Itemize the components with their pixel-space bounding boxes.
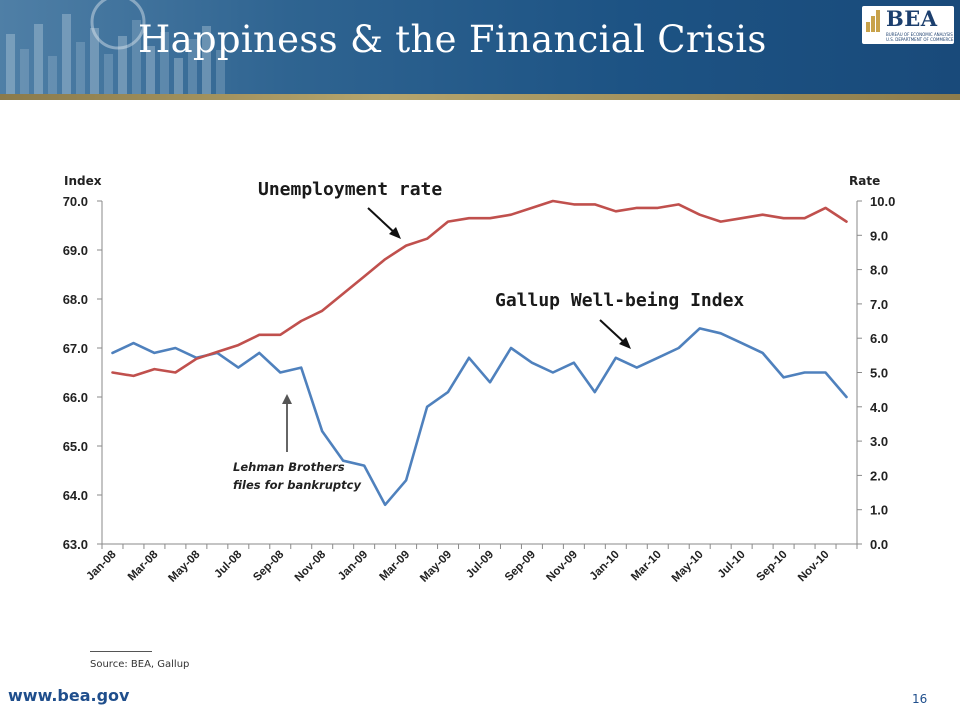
label-unemployment: Unemployment rate (258, 179, 442, 200)
x-tick-label: Sep-10 (755, 549, 790, 584)
wellbeing-series-line (111, 327, 848, 507)
right-tick-label: 7.0 (870, 297, 888, 312)
x-tick-label: Jan-08 (84, 548, 119, 583)
left-tick-label: 63.0 (63, 537, 88, 552)
left-tick-label: 65.0 (63, 439, 88, 454)
x-tick-label: Nov-10 (796, 549, 832, 585)
x-tick-label: Nov-08 (293, 548, 329, 584)
skyline-bar (48, 56, 57, 94)
skyline-decoration (6, 0, 225, 94)
left-tick-label: 66.0 (63, 390, 88, 405)
right-tick-label: 6.0 (870, 331, 888, 346)
x-tick-label: Jan-10 (588, 549, 622, 583)
right-tick-label: 9.0 (870, 228, 888, 243)
left-axis-title: Index (64, 174, 102, 188)
left-tick-label: 68.0 (63, 292, 88, 307)
x-tick-label: Sep-08 (251, 548, 287, 584)
right-tick-label: 2.0 (870, 468, 888, 483)
left-tick-label: 67.0 (63, 341, 88, 356)
bea-logo-subtitle: BUREAU OF ECONOMIC ANALYSIS (886, 32, 953, 37)
lehman-label-line-2: files for bankruptcy (233, 478, 361, 492)
chart-marks (111, 199, 848, 507)
right-tick-label: 8.0 (870, 263, 888, 278)
x-tick-label: Jul-08 (212, 548, 244, 580)
x-tick-label: Mar-09 (378, 549, 413, 584)
source-divider (90, 651, 152, 652)
right-tick-label: 0.0 (870, 537, 888, 552)
arrow-unemployment (367, 207, 401, 239)
skyline-bar (216, 50, 225, 94)
skyline-bar (6, 34, 15, 94)
arrow-wellbeing (599, 319, 631, 349)
skyline-bar (62, 14, 71, 94)
x-tick-label: Nov-09 (544, 549, 580, 585)
header-stripe (0, 94, 960, 100)
x-tick-label: Jan-09 (336, 549, 370, 583)
skyline-bar (160, 32, 169, 94)
skyline-bar (118, 36, 127, 94)
skyline-bar (104, 54, 113, 94)
x-tick-label: May-10 (670, 549, 706, 585)
skyline-bar (90, 28, 99, 94)
arrow-lehman (282, 394, 292, 452)
skyline-bar (132, 20, 141, 94)
lehman-label-line-1: Lehman Brothers (233, 460, 345, 474)
skyline-bar (174, 58, 183, 94)
x-tick-label: May-08 (166, 548, 202, 584)
right-tick-label: 1.0 (870, 503, 888, 518)
x-tick-label: Mar-08 (126, 548, 161, 583)
skyline-bar (188, 39, 197, 94)
right-tick-label: 10.0 (870, 194, 895, 209)
skyline-bar (76, 42, 85, 94)
bea-logo: BEA BUREAU OF ECONOMIC ANALYSIS U.S. DEP… (862, 6, 954, 44)
skyline-bar (202, 26, 211, 94)
skyline-bar (20, 49, 29, 94)
chart-axes: 63.0 64.0 65.0 66.0 67.0 68.0 69.0 70.0 0.0 1.0 2.… (63, 194, 896, 585)
right-axis-title: Rate (849, 174, 880, 188)
right-tick-label: 4.0 (870, 400, 888, 415)
skyline-bar (34, 24, 43, 94)
left-tick-label: 70.0 (63, 194, 88, 209)
x-tick-label: Jul-10 (716, 549, 748, 581)
left-tick-label: 69.0 (63, 243, 88, 258)
left-tick-label: 64.0 (63, 488, 88, 503)
header-banner (0, 0, 960, 100)
x-tick-label: Jul-09 (464, 549, 496, 581)
right-tick-label: 5.0 (870, 366, 888, 381)
bea-logo-icon (866, 10, 880, 32)
seal-decoration (90, 0, 146, 50)
unemployment-series-line (111, 199, 848, 378)
x-tick-label: Sep-09 (503, 549, 538, 584)
bea-logo-text: BEA (886, 6, 938, 31)
slide-title: Happiness & the Financial Crisis (138, 18, 767, 61)
x-tick-label: Mar-10 (629, 549, 664, 584)
bea-logo-department: U.S. DEPARTMENT OF COMMERCE (886, 37, 954, 42)
page-number: 16 (912, 692, 928, 706)
skyline-bar (146, 46, 155, 94)
label-wellbeing: Gallup Well-being Index (495, 290, 744, 311)
x-tick-label: May-09 (418, 549, 454, 585)
source-note: Source: BEA, Gallup (90, 659, 190, 670)
website-link[interactable]: www.bea.gov (8, 686, 130, 705)
right-tick-label: 3.0 (870, 434, 888, 449)
